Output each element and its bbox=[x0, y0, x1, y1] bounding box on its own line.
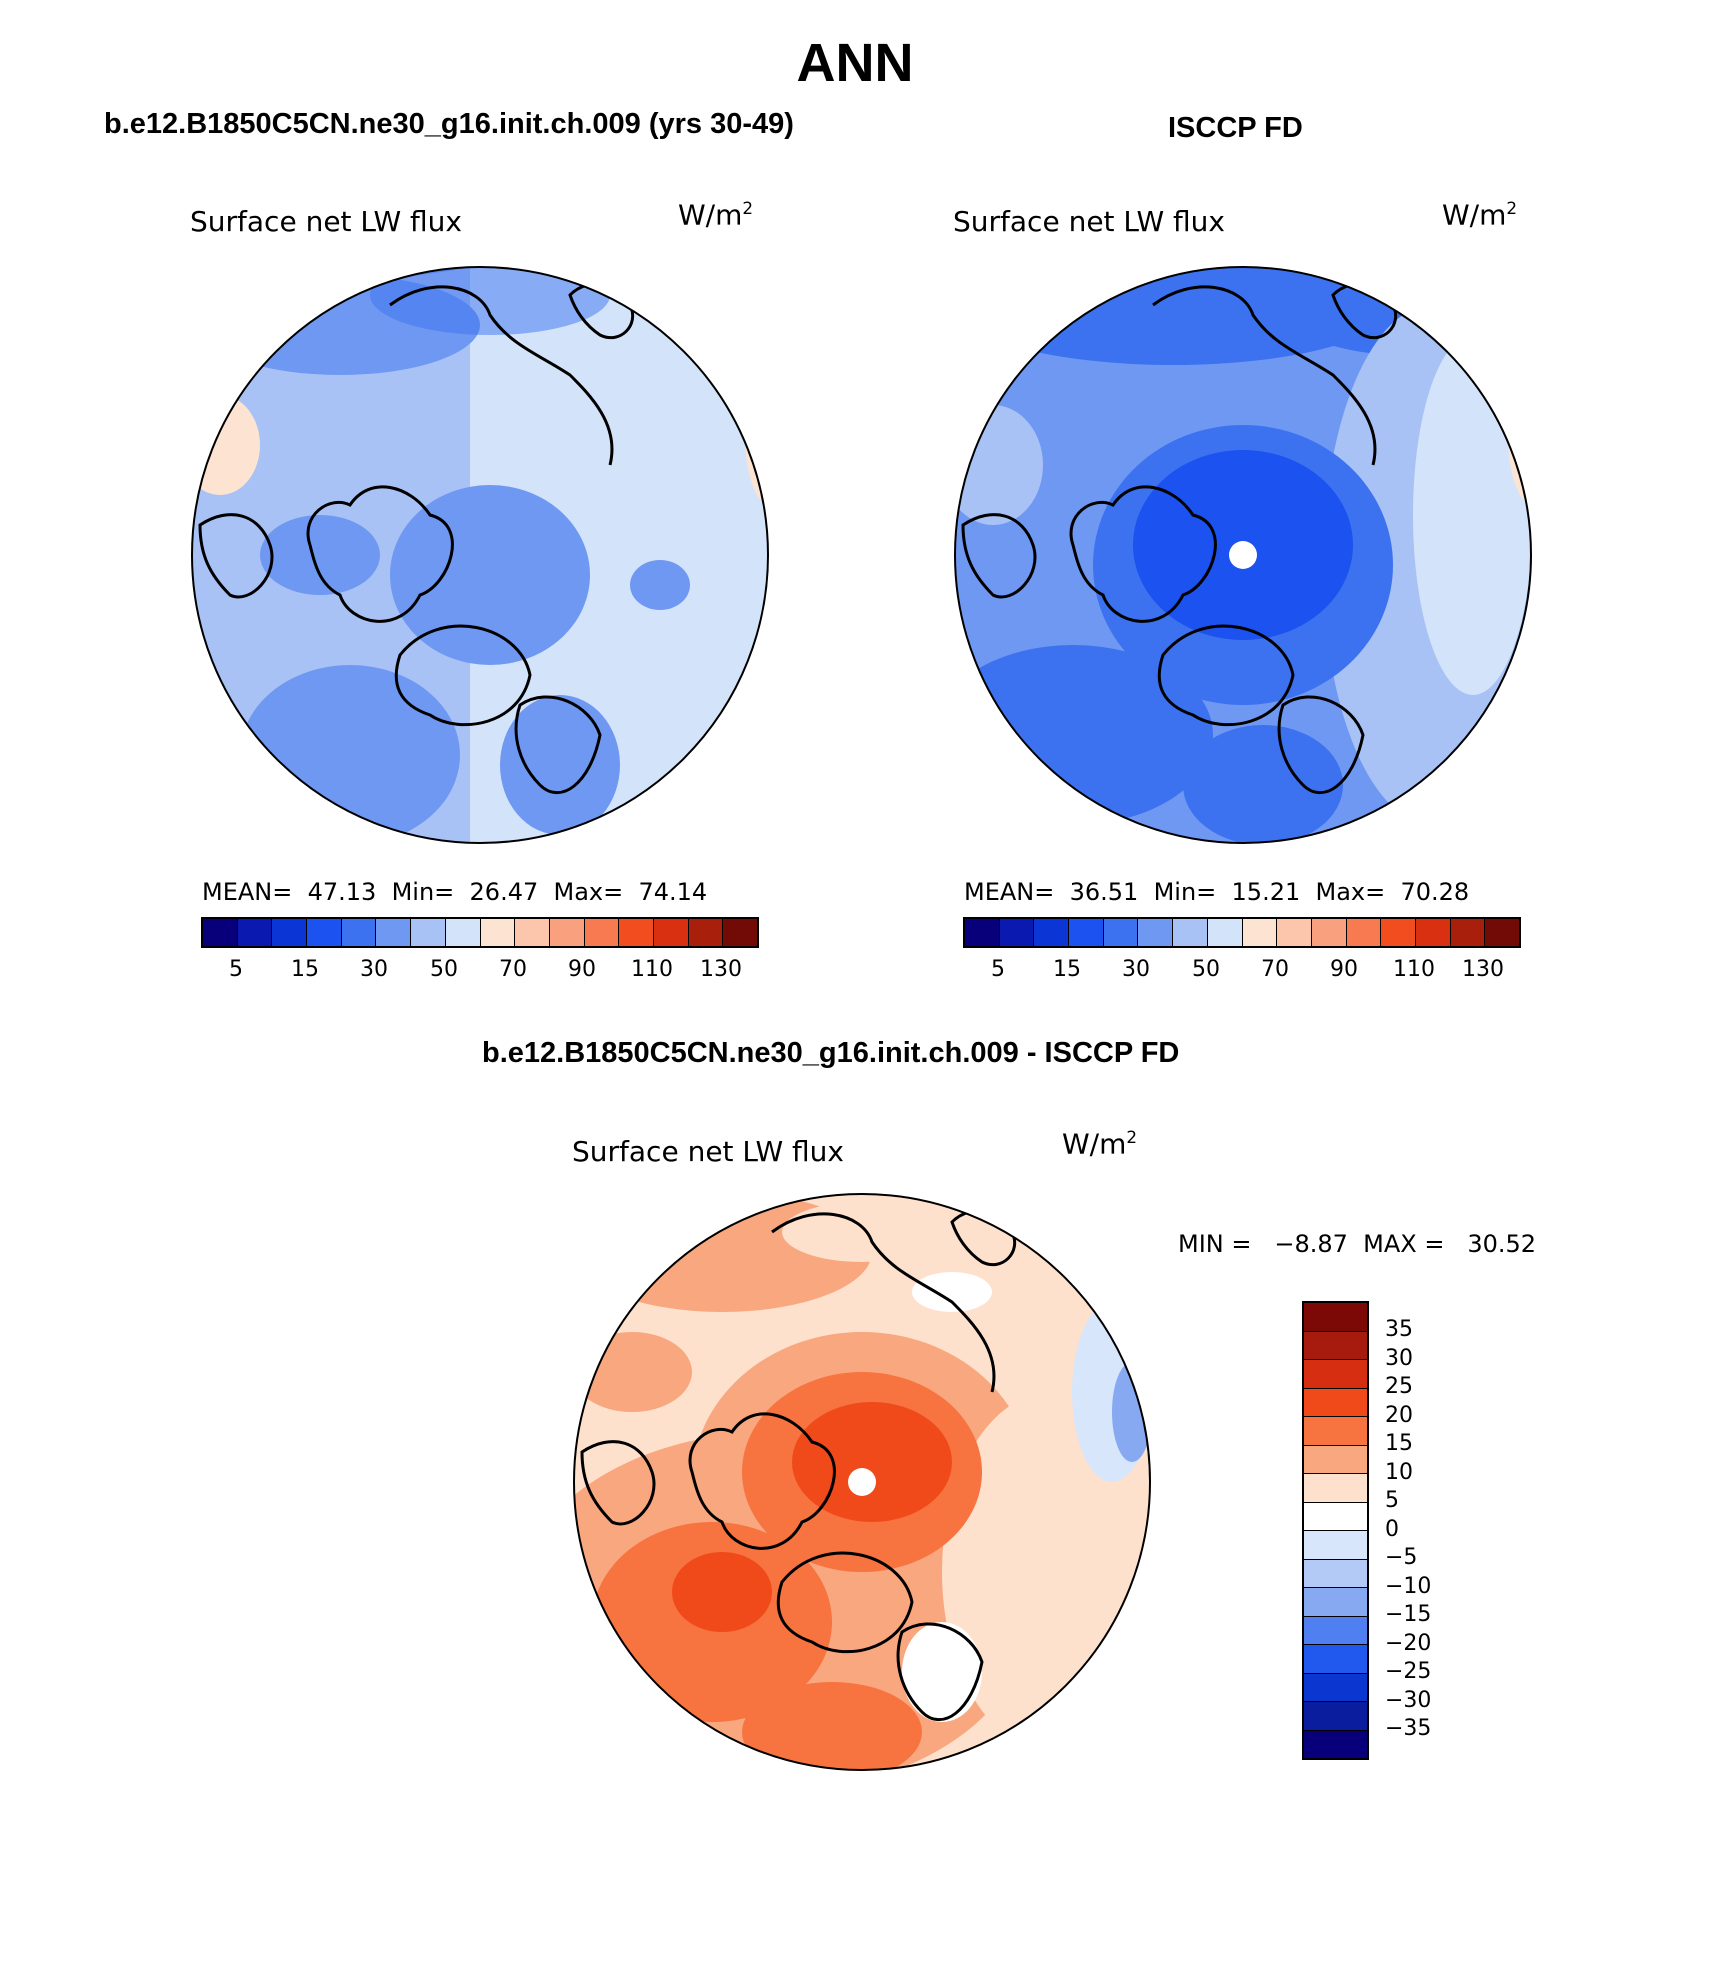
panel-1-tick: 15 bbox=[291, 957, 319, 982]
panel-1-title: b.e12.B1850C5CN.ne30_g16.init.ch.009 (yr… bbox=[104, 108, 794, 140]
panel-1-tick: 110 bbox=[631, 957, 673, 982]
panel-3-tick: 20 bbox=[1385, 1403, 1413, 1428]
panel-3-tick: −10 bbox=[1385, 1574, 1432, 1599]
panel-3-tick: −35 bbox=[1385, 1716, 1432, 1741]
panel-3-tick: 30 bbox=[1385, 1346, 1413, 1371]
panel-1-variable-label: Surface net LW flux bbox=[190, 205, 462, 238]
panel-3-tick: 0 bbox=[1385, 1517, 1399, 1542]
panel-3-tick: 15 bbox=[1385, 1431, 1413, 1456]
panel-3-pole-marker bbox=[848, 1468, 876, 1496]
panel-3-tick: −25 bbox=[1385, 1659, 1432, 1684]
panel-3-tick: 5 bbox=[1385, 1488, 1399, 1513]
panel-3-polar-map bbox=[573, 1193, 1151, 1771]
panel-1-polar-map bbox=[191, 266, 769, 844]
panel-2-units-label: W/m2 bbox=[1442, 198, 1518, 232]
panel-1-tick: 90 bbox=[568, 957, 596, 982]
panel-2-polar-map bbox=[954, 266, 1532, 844]
panel-3-tick: −30 bbox=[1385, 1688, 1432, 1713]
panel-2-colorbar bbox=[963, 917, 1521, 948]
figure-title: ANN bbox=[796, 33, 914, 93]
panel-1-units-label: W/m2 bbox=[678, 198, 754, 232]
panel-3-tick: 35 bbox=[1385, 1317, 1413, 1342]
panel-2-tick: 50 bbox=[1192, 957, 1220, 982]
panel-3-tick: 25 bbox=[1385, 1374, 1413, 1399]
panel-1-tick: 50 bbox=[430, 957, 458, 982]
panel-3-tick: −15 bbox=[1385, 1602, 1432, 1627]
panel-3-tick: −20 bbox=[1385, 1631, 1432, 1656]
panel-1-tick: 130 bbox=[700, 957, 742, 982]
panel-1-tick: 5 bbox=[229, 957, 243, 982]
panel-3-units-label: W/m2 bbox=[1062, 1127, 1138, 1161]
panel-2-tick: 110 bbox=[1393, 957, 1435, 982]
panel-2-pole-marker bbox=[1229, 541, 1257, 569]
panel-3-variable-label: Surface net LW flux bbox=[572, 1135, 844, 1168]
panel-1-colorbar bbox=[201, 917, 759, 948]
panel-2-tick: 5 bbox=[991, 957, 1005, 982]
panel-3-tick: 10 bbox=[1385, 1460, 1413, 1485]
panel-1-stats: MEAN= 47.13 Min= 26.47 Max= 74.14 bbox=[202, 878, 708, 906]
panel-3-colorbar bbox=[1302, 1301, 1369, 1760]
panel-3-tick: −5 bbox=[1385, 1545, 1418, 1570]
panel-2-tick: 70 bbox=[1261, 957, 1289, 982]
panel-1-tick: 30 bbox=[360, 957, 388, 982]
panel-2-variable-label: Surface net LW flux bbox=[953, 205, 1225, 238]
panel-2-tick: 30 bbox=[1122, 957, 1150, 982]
panel-2-tick: 130 bbox=[1462, 957, 1504, 982]
panel-1-tick: 70 bbox=[499, 957, 527, 982]
panel-2-tick: 15 bbox=[1053, 957, 1081, 982]
panel-2-tick: 90 bbox=[1330, 957, 1358, 982]
panel-3-stats: MIN = −8.87 MAX = 30.52 bbox=[1178, 1230, 1537, 1258]
panel-3-title: b.e12.B1850C5CN.ne30_g16.init.ch.009 - I… bbox=[482, 1037, 1180, 1069]
panel-2-stats: MEAN= 36.51 Min= 15.21 Max= 70.28 bbox=[964, 878, 1470, 906]
panel-2-title: ISCCP FD bbox=[1168, 112, 1303, 144]
